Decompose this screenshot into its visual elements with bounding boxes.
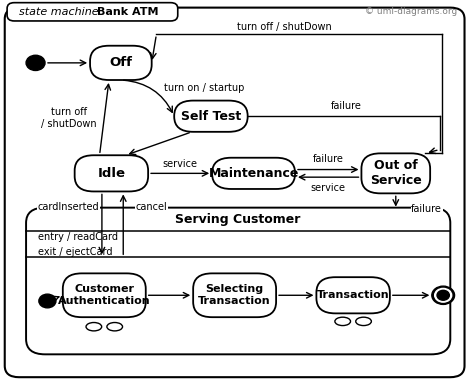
- Text: service: service: [311, 183, 346, 193]
- Text: failure: failure: [411, 203, 442, 214]
- Text: Customer
Authentication: Customer Authentication: [58, 285, 151, 306]
- Circle shape: [437, 290, 449, 300]
- Text: Selecting
Transaction: Selecting Transaction: [198, 285, 271, 306]
- Circle shape: [435, 288, 452, 302]
- FancyBboxPatch shape: [212, 158, 295, 189]
- FancyBboxPatch shape: [5, 8, 465, 377]
- FancyBboxPatch shape: [361, 154, 430, 194]
- Text: Off: Off: [109, 56, 132, 69]
- Ellipse shape: [356, 317, 372, 325]
- FancyBboxPatch shape: [74, 155, 148, 192]
- FancyBboxPatch shape: [174, 101, 247, 132]
- Text: turn on / startup: turn on / startup: [164, 83, 244, 93]
- Text: Out of
Service: Out of Service: [370, 159, 422, 187]
- Text: turn off / shutDown: turn off / shutDown: [237, 22, 332, 32]
- Text: failure: failure: [330, 101, 362, 110]
- Circle shape: [39, 294, 56, 308]
- FancyBboxPatch shape: [26, 208, 450, 354]
- Circle shape: [26, 55, 45, 70]
- Text: Serving Customer: Serving Customer: [175, 213, 301, 226]
- Circle shape: [432, 286, 455, 304]
- FancyBboxPatch shape: [193, 274, 276, 317]
- Text: Transaction: Transaction: [317, 290, 390, 300]
- Text: failure: failure: [313, 154, 344, 164]
- Text: Self Test: Self Test: [181, 110, 241, 123]
- Text: turn off
/ shutDown: turn off / shutDown: [41, 107, 97, 129]
- Ellipse shape: [107, 322, 122, 331]
- FancyBboxPatch shape: [7, 3, 178, 21]
- Ellipse shape: [86, 322, 101, 331]
- Ellipse shape: [335, 317, 350, 325]
- Text: service: service: [163, 159, 198, 169]
- Text: cardInserted: cardInserted: [38, 202, 100, 212]
- Text: entry / readCard
exit / ejectCard: entry / readCard exit / ejectCard: [38, 232, 118, 257]
- Text: Maintenance: Maintenance: [209, 167, 299, 180]
- Text: © uml-diagrams.org: © uml-diagrams.org: [365, 7, 457, 16]
- FancyBboxPatch shape: [90, 46, 152, 80]
- FancyBboxPatch shape: [316, 277, 390, 313]
- Text: cancel: cancel: [136, 202, 167, 212]
- FancyBboxPatch shape: [63, 274, 146, 317]
- Text: Bank ATM: Bank ATM: [97, 7, 159, 17]
- Text: state machine: state machine: [19, 7, 99, 17]
- Text: Idle: Idle: [97, 167, 126, 180]
